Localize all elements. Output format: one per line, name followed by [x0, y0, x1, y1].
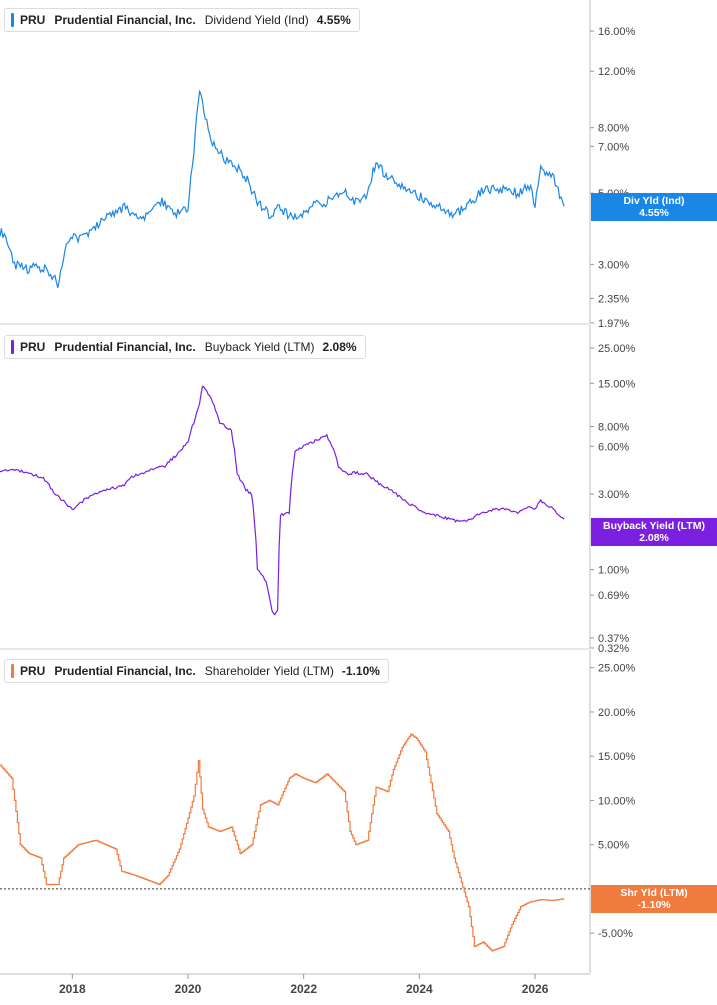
x-tick-label: 2020 [175, 982, 202, 996]
y-tick-label: 0.32% [598, 643, 629, 655]
legend-metric: Dividend Yield (Ind) [204, 13, 309, 27]
legend-value: -1.10% [341, 664, 380, 678]
tag-value: 4.55% [639, 207, 669, 219]
y-tick-label: 15.00% [598, 378, 636, 390]
legend-company: Prudential Financial, Inc. [54, 13, 196, 27]
shareholder-yield-panel: 25.00% 20.00% 15.00% 10.00% 5.00% -5.00% [0, 650, 636, 975]
legend-company: Prudential Financial, Inc. [54, 340, 196, 354]
y-tick-label: 12.00% [598, 66, 636, 78]
buyback-yield-panel: 25.00% 15.00% 8.00% 6.00% 3.00% 1.00% 0.69% 0.3… [0, 325, 636, 655]
y-tick-label: 1.00% [598, 565, 629, 577]
legend-metric: Buyback Yield (LTM) [204, 340, 315, 354]
series-line [0, 385, 565, 616]
y-tick-label: 2.35% [598, 293, 629, 305]
dividend-yield-tag: Div Yld (Ind) 4.55% [591, 193, 717, 221]
legend-value: 2.08% [322, 340, 357, 354]
y-tick-label: 5.00% [598, 840, 629, 852]
y-tick-label: 7.00% [598, 141, 629, 153]
shareholder-yield-swatch [11, 664, 14, 678]
shareholder-yield-tag: Shr Yld (LTM) -1.10% [591, 885, 717, 913]
buyback-yield-legend: PRU Prudential Financial, Inc. Buyback Y… [4, 335, 366, 359]
x-tick-label: 2026 [522, 982, 549, 996]
tag-label: Shr Yld (LTM) [620, 887, 688, 899]
y-tick-label: 1.97% [598, 318, 629, 330]
tag-label: Buyback Yield (LTM) [603, 520, 705, 532]
dividend-yield-legend: PRU Prudential Financial, Inc. Dividend … [4, 8, 360, 32]
shareholder-yield-legend: PRU Prudential Financial, Inc. Sharehold… [4, 659, 389, 683]
legend-ticker: PRU [20, 664, 46, 678]
y-tick-label: 6.00% [598, 441, 629, 453]
y-tick-label: 0.37% [598, 633, 629, 645]
y-tick-label: 10.00% [598, 795, 636, 807]
x-tick-label: 2018 [59, 982, 86, 996]
dividend-yield-swatch [11, 13, 14, 27]
legend-metric: Shareholder Yield (LTM) [204, 664, 334, 678]
y-tick-label: 3.00% [598, 259, 629, 271]
buyback-yield-tag: Buyback Yield (LTM) 2.08% [591, 518, 717, 546]
x-axis: 2018 2020 2022 2024 2026 [0, 973, 590, 996]
dividend-yield-panel: 16.00%12.00%8.00%7.00%5.00%3.00%2.35%1.9… [0, 0, 636, 330]
y-tick-label: 8.00% [598, 422, 629, 434]
y-tick-label: 15.00% [598, 751, 636, 763]
y-tick-label: 3.00% [598, 489, 629, 501]
y-tick-label: 16.00% [598, 26, 636, 38]
y-tick-label: 8.00% [598, 123, 629, 135]
y-tick-label: 0.69% [598, 590, 629, 602]
legend-ticker: PRU [20, 340, 46, 354]
tag-value: 2.08% [639, 532, 669, 544]
series-line [0, 733, 565, 952]
legend-ticker: PRU [20, 13, 46, 27]
x-tick-label: 2022 [290, 982, 317, 996]
y-tick-label: 25.00% [598, 343, 636, 355]
y-tick-label: 25.00% [598, 663, 636, 675]
legend-value: 4.55% [316, 13, 351, 27]
tag-value: -1.10% [637, 899, 671, 911]
y-tick-label: -5.00% [598, 928, 633, 940]
x-tick-label: 2024 [406, 982, 433, 996]
series-line [0, 89, 565, 288]
legend-company: Prudential Financial, Inc. [54, 664, 196, 678]
buyback-yield-swatch [11, 340, 14, 354]
y-tick-label: 20.00% [598, 707, 636, 719]
tag-label: Div Yld (Ind) [623, 195, 685, 207]
